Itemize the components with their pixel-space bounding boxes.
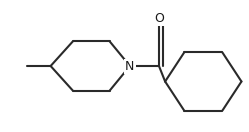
Text: N: N [125,60,135,72]
Text: O: O [154,12,164,25]
